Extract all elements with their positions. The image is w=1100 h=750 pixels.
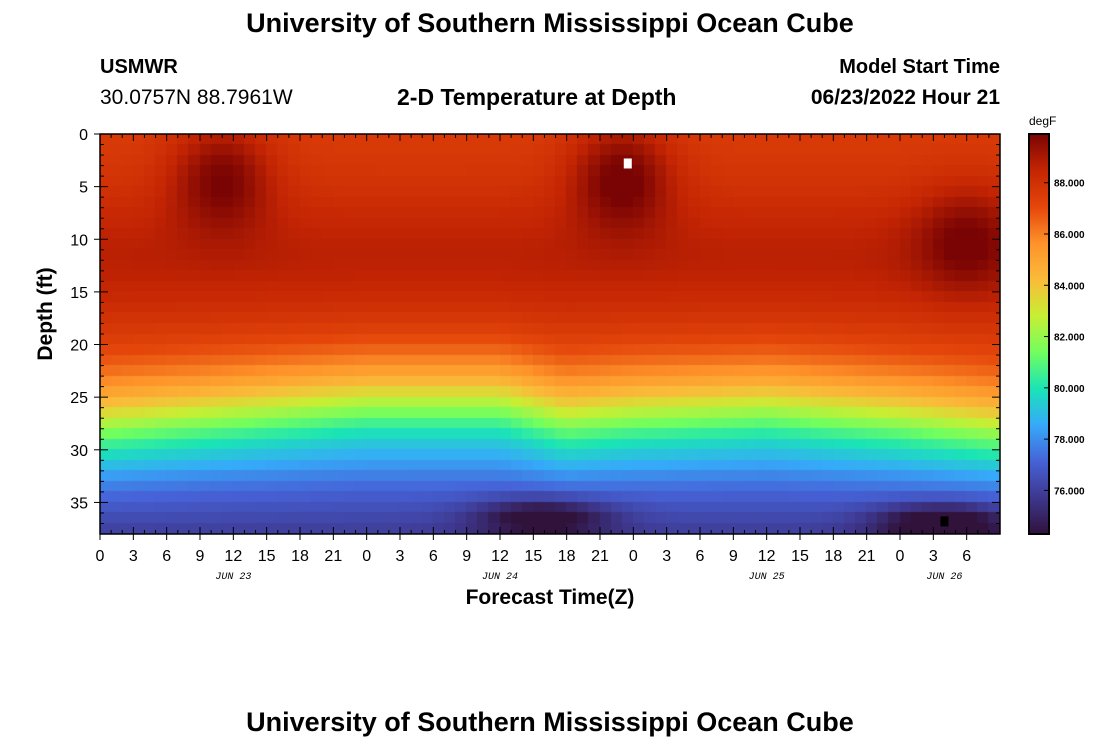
x-tick-label: 15: [524, 548, 542, 565]
x-tick-label: 6: [962, 548, 971, 565]
x-axis-title: Forecast Time(Z): [466, 586, 635, 609]
x-tick-label: 3: [662, 548, 671, 565]
colorbar-tick-label: 88.000: [1054, 179, 1085, 190]
y-tick-label: 0: [79, 127, 88, 144]
y-tick-label: 15: [70, 285, 88, 302]
x-tick-label: 0: [629, 548, 638, 565]
x-tick-label: 21: [858, 548, 876, 565]
date-label: JUN 25: [749, 572, 785, 583]
footer-title: University of Southern Mississippi Ocean…: [246, 707, 854, 737]
chart-subtitle: 2-D Temperature at Depth: [397, 84, 677, 110]
colorbar-tick-label: 80.000: [1054, 384, 1085, 395]
x-tick-label: 15: [791, 548, 809, 565]
y-tick-label: 5: [79, 180, 88, 197]
x-tick-label: 3: [129, 548, 138, 565]
model-start-label: Model Start Time: [839, 56, 1000, 78]
x-tick-label: 21: [324, 548, 342, 565]
y-tick-label: 20: [70, 338, 88, 355]
x-tick-label: 9: [196, 548, 205, 565]
x-tick-label: 0: [96, 548, 105, 565]
x-tick-label: 9: [462, 548, 471, 565]
colorbar-tick-label: 84.000: [1054, 281, 1085, 292]
x-tick-label: 12: [224, 548, 242, 565]
date-label: JUN 23: [215, 572, 251, 583]
x-tick-label: 6: [162, 548, 171, 565]
x-tick-label: 18: [824, 548, 842, 565]
station-id: USMWR: [100, 56, 178, 78]
x-tick-label: 0: [896, 548, 905, 565]
temperature-heatmap: [100, 134, 1000, 534]
x-tick-label: 12: [758, 548, 776, 565]
date-label: JUN 26: [926, 572, 962, 583]
colorbar-tick-label: 78.000: [1054, 435, 1085, 446]
data-marker: [623, 158, 632, 169]
y-tick-label: 35: [70, 495, 88, 512]
x-tick-label: 18: [558, 548, 576, 565]
y-tick-label: 10: [70, 232, 88, 249]
x-tick-label: 6: [696, 548, 705, 565]
x-tick-label: 0: [362, 548, 371, 565]
x-tick-label: 12: [491, 548, 509, 565]
data-marker: [940, 516, 949, 527]
y-tick-label: 30: [70, 443, 88, 460]
x-tick-label: 18: [291, 548, 309, 565]
colorbar-tick-label: 82.000: [1054, 333, 1085, 344]
x-tick-label: 15: [258, 548, 276, 565]
colorbar-tick-label: 86.000: [1054, 230, 1085, 241]
y-tick-label: 25: [70, 390, 88, 407]
x-tick-label: 21: [591, 548, 609, 565]
page-title: University of Southern Mississippi Ocean…: [246, 8, 854, 38]
model-start-value: 06/23/2022 Hour 21: [810, 86, 1000, 109]
x-tick-label: 3: [929, 548, 938, 565]
colorbar: [1028, 133, 1050, 535]
plot-frame: [99, 133, 1001, 535]
station-coordinates: 30.0757N 88.7961W: [100, 86, 293, 109]
x-tick-label: 9: [729, 548, 738, 565]
x-tick-label: 6: [429, 548, 438, 565]
colorbar-tick-label: 76.000: [1054, 486, 1085, 497]
x-tick-label: 3: [396, 548, 405, 565]
date-label: JUN 24: [482, 572, 518, 583]
y-axis-title: Depth (ft): [34, 267, 57, 360]
colorbar-unit: degF: [1029, 114, 1057, 128]
